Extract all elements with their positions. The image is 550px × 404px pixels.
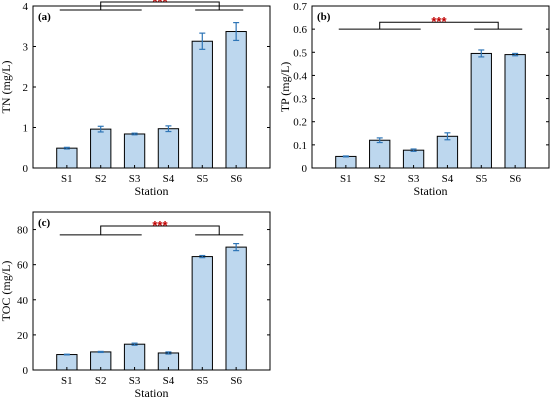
x-tick-label: S4: [442, 173, 454, 185]
error-bar: [199, 32, 206, 50]
x-tick-label: S5: [196, 173, 208, 185]
x-tick-label: S1: [61, 173, 73, 185]
y-tick-label: 20: [17, 330, 29, 342]
y-tick-label: 0.1: [293, 140, 307, 152]
x-tick-label: S6: [230, 173, 242, 185]
error-bar: [97, 350, 104, 354]
error-bar: [131, 132, 138, 136]
panel-label: (b): [317, 11, 331, 23]
error-bar: [165, 351, 172, 355]
y-axis-label: TP (mg/L): [278, 62, 292, 113]
bracket-connector: [100, 1, 220, 11]
y-tick-label: 60: [17, 260, 29, 272]
error-bar: [63, 146, 70, 150]
error-bar: [233, 243, 240, 252]
bar: [90, 128, 112, 169]
y-tick-label: 0.2: [293, 117, 307, 129]
chart-panel-2: 0 0.1 0.2 0.3 0.4 0.5 0.6 0.7 S1 S2 S3 S4 S5 S6 Statio…: [278, 1, 550, 198]
x-tick-label: S3: [129, 173, 141, 185]
significance-label: ***: [152, 0, 168, 9]
bracket-connector: [100, 225, 220, 235]
error-bar: [444, 132, 451, 141]
y-tick-label: 1: [23, 123, 29, 135]
x-tick-label: S3: [129, 375, 141, 387]
x-tick-label: S2: [95, 173, 107, 185]
y-tick-label: 0: [23, 365, 29, 377]
y-tick-label: 0.6: [293, 24, 307, 36]
error-bar: [199, 254, 206, 259]
y-tick-label: 0.3: [293, 94, 307, 106]
y-axis-label: TOC (mg/L): [0, 261, 13, 322]
y-tick-label: 3: [23, 42, 29, 54]
panel-label: (a): [38, 11, 51, 23]
significance-bracket: [59, 1, 244, 11]
error-bar: [478, 49, 485, 58]
y-tick-label: 2: [23, 82, 29, 94]
y-tick-label: 0: [302, 163, 308, 175]
y-tick-label: 0.4: [293, 70, 307, 82]
x-tick-label: S1: [340, 173, 352, 185]
chart-panel-3: 0 20 40 60 80 S1 S2 S3 S4 S5 S6 Station TOC (mg/L) (c…: [0, 211, 271, 400]
y-tick-label: 0.7: [293, 1, 307, 13]
bar: [470, 52, 492, 169]
x-axis-label: Station: [134, 184, 168, 198]
x-tick-label: S5: [196, 375, 208, 387]
x-axis-label: Station: [413, 184, 447, 198]
plot-frame: [311, 5, 550, 169]
panel-label: (c): [38, 217, 51, 229]
significance-label: ***: [431, 14, 447, 29]
y-tick-label: 80: [17, 225, 29, 237]
significance-bracket: [59, 225, 244, 236]
bar: [123, 133, 146, 169]
x-tick-label: S6: [230, 375, 242, 387]
y-tick-label: 0: [23, 163, 29, 175]
bar: [225, 246, 247, 371]
error-bar: [512, 52, 519, 57]
bar: [225, 31, 247, 169]
bar: [157, 128, 180, 169]
chart-panel-1: 0 1 2 3 4 S1 S2 S3 S4 S5 S6 Station TN (mg/L) (a) ***: [0, 0, 271, 198]
error-bar: [410, 148, 417, 152]
bar: [504, 54, 526, 169]
x-tick-label: S4: [163, 375, 175, 387]
plot-frame: [32, 211, 271, 371]
error-bar: [97, 125, 104, 133]
bar: [191, 256, 213, 371]
x-axis-label: Station: [134, 386, 168, 400]
x-tick-label: S6: [509, 173, 521, 185]
significance-bracket: [338, 21, 523, 30]
bar: [191, 40, 213, 169]
x-tick-label: S3: [408, 173, 420, 185]
x-tick-label: S5: [475, 173, 487, 185]
error-bar: [131, 342, 138, 346]
y-tick-label: 40: [17, 295, 29, 307]
y-axis-label: TN (mg/L): [0, 61, 13, 114]
bracket-connector: [379, 21, 499, 30]
error-bar: [342, 155, 349, 158]
bar: [123, 343, 146, 371]
x-tick-label: S2: [95, 375, 107, 387]
bar: [436, 135, 459, 169]
x-tick-label: S1: [61, 375, 73, 387]
error-bar: [376, 137, 383, 144]
x-tick-label: S4: [163, 173, 175, 185]
x-tick-label: S2: [374, 173, 386, 185]
error-bar: [63, 353, 70, 356]
bar: [369, 139, 391, 169]
error-bar: [233, 22, 240, 42]
significance-label: ***: [152, 218, 168, 233]
y-tick-label: 4: [23, 1, 29, 13]
y-tick-label: 0.5: [293, 47, 307, 59]
error-bar: [165, 125, 172, 133]
